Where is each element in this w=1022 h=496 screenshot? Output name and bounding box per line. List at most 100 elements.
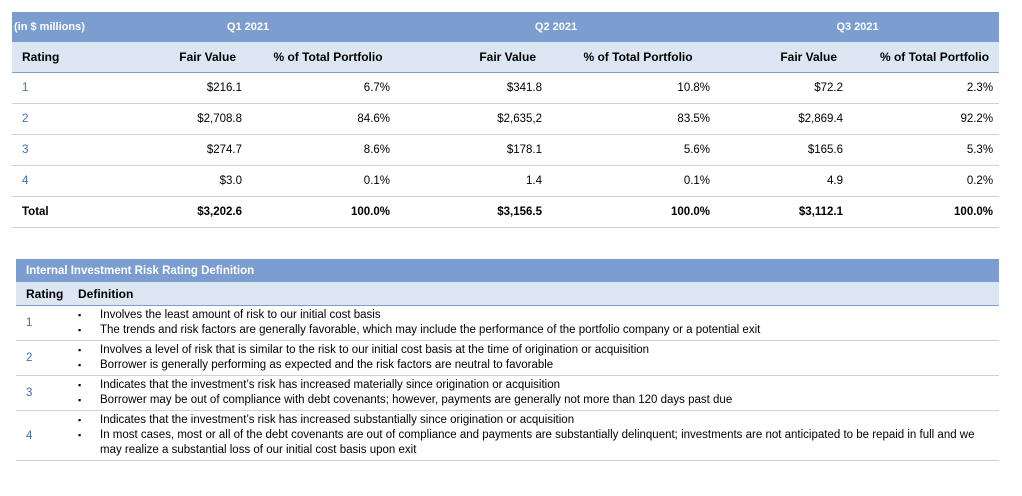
total-label: Total [12,196,100,228]
total-row: Total $3,202.6 100.0% $3,156.5 100.0% $3… [12,196,1000,228]
unit-label: (in $ millions) [12,12,100,42]
definition-bullet-list: ▪ Involves the least amount of risk to ou… [78,308,999,338]
q1-fair-value-header: Fair Value [100,42,246,73]
definition-row: 2 ▪ Involves a level of risk that is simil… [16,340,999,376]
list-item: ▪ Indicates that the investment’s risk ha… [78,413,999,428]
q1-pct-cell: 8.6% [246,134,397,166]
total-q2-fair-value: $3,156.5 [396,196,547,228]
q1-fair-value-cell: $274.7 [100,134,246,166]
definition-header-row: Rating Definition [16,282,999,306]
table-row: 4 $3.0 0.1% 1.4 0.1% 4.9 0.2% [12,165,1000,197]
definition-text-cell: ▪ Indicates that the investment’s risk ha… [78,375,999,411]
definition-title-row: Internal Investment Risk Rating Definiti… [16,259,999,282]
definition-bullet-list: ▪ Indicates that the investment’s risk ha… [78,413,999,458]
total-q1-pct: 100.0% [246,196,397,228]
definition-text-cell: ▪ Indicates that the investment’s risk ha… [78,410,999,461]
q2-fair-value-cell: 1.4 [396,165,547,197]
q1-pct-cell: 0.1% [246,165,397,197]
total-q3-pct: 100.0% [847,196,1000,228]
rating-column-header: Rating [12,42,100,73]
q2-fair-value-cell: $2,635,2 [396,103,547,135]
bullet-icon: ▪ [78,325,82,335]
q2-fair-value-cell: $178.1 [396,134,547,166]
rating-cell: 3 [12,134,100,166]
q1-fair-value-cell: $2,708.8 [100,103,246,135]
q1-pct-cell: 84.6% [246,103,397,135]
rating-cell: 2 [12,103,100,135]
q3-fair-value-cell: $165.6 [716,134,848,166]
q3-fair-value-cell: $72.2 [716,72,848,104]
column-header-row: Rating Fair Value % of Total Portfolio F… [12,42,1000,73]
q3-pct-cell: 92.2% [847,103,1000,135]
q2-fair-value-header: Fair Value [396,42,547,73]
total-q3-fair-value: $3,112.1 [716,196,848,228]
table-row: 2 $2,708.8 84.6% $2,635,2 83.5% $2,869.4 92.2% [12,103,1000,135]
definition-text: Involves a level of risk that is similar… [100,344,650,356]
portfolio-rating-table: (in $ millions) Q1 2021 Q2 2021 Q3 2021 … [12,12,1000,228]
list-item: ▪ Involves a level of risk that is simila… [78,343,999,358]
list-item: ▪ Borrower is generally performing as exp… [78,358,999,373]
definition-row: 1 ▪ Involves the least amount of risk to o… [16,305,999,341]
q3-fair-value-cell: $2,869.4 [716,103,848,135]
q2-pct-cell: 5.6% [546,134,717,166]
q2-pct-header: % of Total Portfolio [546,42,717,73]
list-item: ▪ Borrower may be out of compliance with … [78,393,999,408]
quarter-q2-header: Q2 2021 [396,12,717,42]
q2-pct-cell: 10.8% [546,72,717,104]
portfolio-rows: 1 $216.1 6.7% $341.8 10.8% $72.2 2.3% 2 $2,708.8… [12,72,1000,197]
quarter-header-row: (in $ millions) Q1 2021 Q2 2021 Q3 2021 [12,12,1000,42]
definition-text: Indicates that the investment’s risk has… [100,414,575,426]
risk-rating-definition-table: Internal Investment Risk Rating Definiti… [16,259,999,461]
quarter-q3-header: Q3 2021 [716,12,1000,42]
definition-row: 3 ▪ Indicates that the investment’s risk h… [16,375,999,411]
q1-pct-header: % of Total Portfolio [246,42,397,73]
q3-pct-cell: 2.3% [847,72,1000,104]
definition-rating-cell: 3 [16,375,78,411]
definition-text: In most cases, most or all of the debt c… [100,429,975,456]
definition-rating-header: Rating [16,282,78,306]
q3-fair-value-header: Fair Value [716,42,848,73]
definition-rows: 1 ▪ Involves the least amount of risk to o… [16,305,999,461]
definition-definition-header: Definition [78,282,999,306]
definition-bullet-list: ▪ Indicates that the investment’s risk ha… [78,378,999,408]
definition-rating-cell: 2 [16,340,78,376]
q1-pct-cell: 6.7% [246,72,397,104]
total-q2-pct: 100.0% [546,196,717,228]
bullet-icon: ▪ [78,395,82,405]
quarter-q1-header: Q1 2021 [100,12,397,42]
bullet-icon: ▪ [78,430,82,440]
definition-text-cell: ▪ Involves the least amount of risk to ou… [78,305,999,341]
bullet-icon: ▪ [78,415,82,425]
total-q1-fair-value: $3,202.6 [100,196,246,228]
definition-bullet-list: ▪ Involves a level of risk that is simila… [78,343,999,373]
q1-fair-value-cell: $3.0 [100,165,246,197]
definition-text-cell: ▪ Involves a level of risk that is simila… [78,340,999,376]
rating-cell: 1 [12,72,100,104]
table-row: 3 $274.7 8.6% $178.1 5.6% $165.6 5.3% [12,134,1000,166]
table-row: 1 $216.1 6.7% $341.8 10.8% $72.2 2.3% [12,72,1000,104]
bullet-icon: ▪ [78,310,82,320]
q2-pct-cell: 0.1% [546,165,717,197]
list-item: ▪ In most cases, most or all of the debt … [78,428,999,458]
bullet-icon: ▪ [78,380,82,390]
list-item: ▪ The trends and risk factors are general… [78,323,999,338]
rating-cell: 4 [12,165,100,197]
definition-rating-cell: 4 [16,410,78,461]
definition-text: Involves the least amount of risk to our… [100,309,381,321]
definition-rating-cell: 1 [16,305,78,341]
list-item: ▪ Indicates that the investment’s risk ha… [78,378,999,393]
q3-pct-header: % of Total Portfolio [847,42,1000,73]
definition-text: The trends and risk factors are generall… [100,324,761,336]
definition-table-title: Internal Investment Risk Rating Definiti… [16,259,999,282]
definition-text: Indicates that the investment’s risk has… [100,379,561,391]
definition-row: 4 ▪ Indicates that the investment’s risk h… [16,410,999,461]
q3-pct-cell: 5.3% [847,134,1000,166]
definition-text: Borrower is generally performing as expe… [100,359,554,371]
definition-text: Borrower may be out of compliance with d… [100,394,733,406]
q3-fair-value-cell: 4.9 [716,165,848,197]
bullet-icon: ▪ [78,360,82,370]
bullet-icon: ▪ [78,345,82,355]
q2-fair-value-cell: $341.8 [396,72,547,104]
q2-pct-cell: 83.5% [546,103,717,135]
q1-fair-value-cell: $216.1 [100,72,246,104]
